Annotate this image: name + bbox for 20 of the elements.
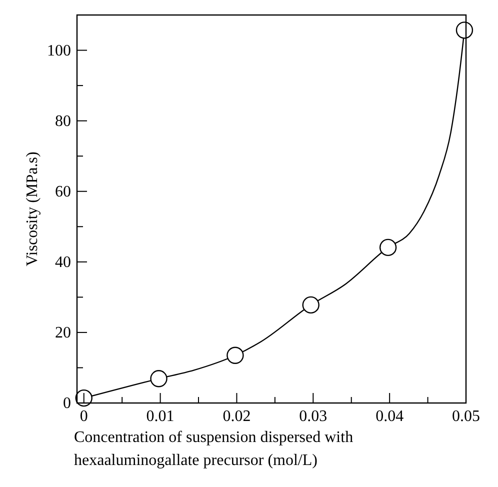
y-tick-label: 60 (55, 183, 71, 200)
point (456, 22, 474, 39)
x-tick-label: 0.05 (452, 408, 480, 425)
point (150, 370, 168, 388)
y-tick-label: 20 (55, 324, 71, 342)
x-axis-title: Concentration of suspension dispersed with hexaaluminogallate precursor (mol/L) (74, 429, 354, 469)
point (226, 346, 244, 364)
x-tick-label: 0 (80, 408, 88, 425)
point (379, 238, 397, 256)
y-tick-label: 80 (55, 112, 71, 130)
x-tick-label: 0.01 (146, 408, 174, 425)
x-tick-label: 0.02 (222, 408, 251, 425)
point (302, 296, 320, 314)
y-tick-label: 40 (55, 254, 71, 271)
y-axis-title: Viscosity (MPa.s) (24, 152, 41, 266)
x-tick-label: 0.03 (299, 408, 328, 425)
y-tick-label: 100 (47, 42, 71, 60)
point (75, 389, 92, 407)
y-tick-label: 0 (63, 395, 71, 412)
x-tick-label: 0.04 (376, 408, 404, 425)
